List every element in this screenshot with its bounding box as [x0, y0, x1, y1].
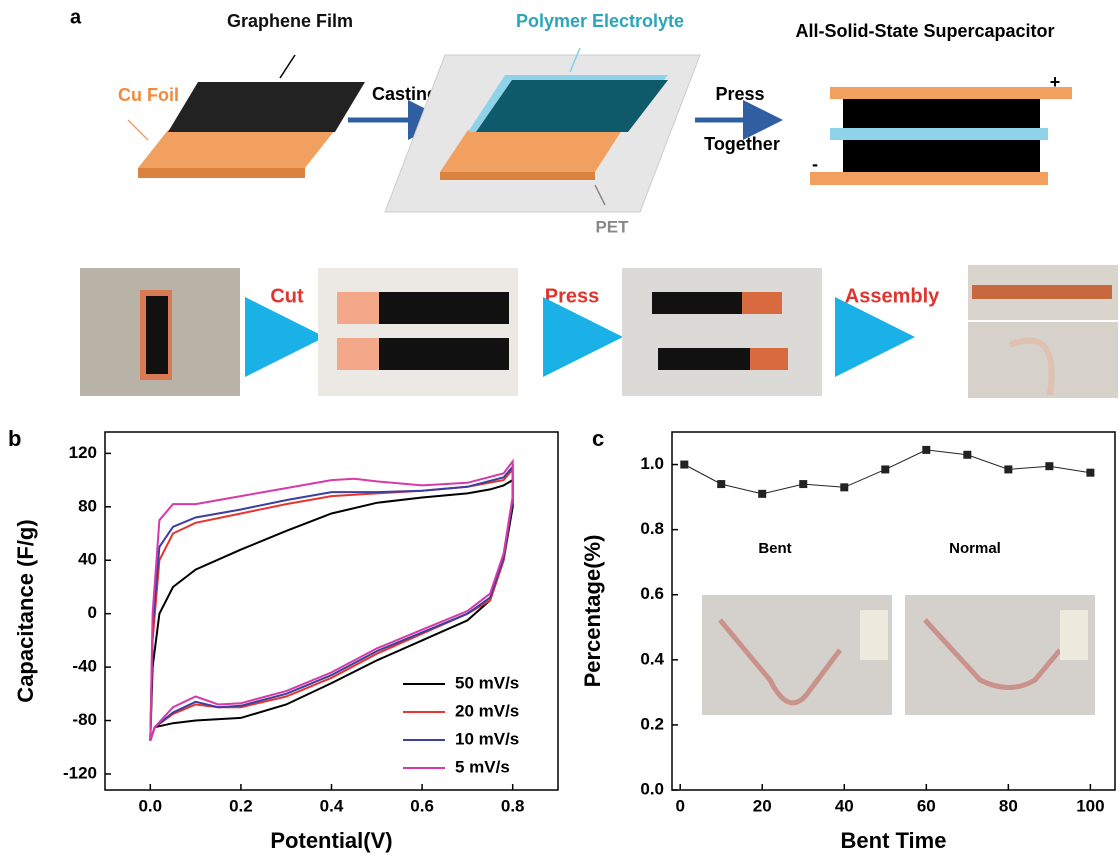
x-tick-label: 0.6 [410, 796, 434, 815]
y-tick-label: 120 [69, 443, 97, 462]
y-tick-label: 0.6 [640, 584, 664, 603]
data-point [963, 451, 971, 459]
cu-foil [830, 87, 1072, 99]
photo [968, 322, 1118, 398]
data-point [1045, 462, 1053, 470]
label: Assembly [845, 285, 940, 307]
cu-foil-edge [138, 168, 305, 178]
panel-label: c [592, 426, 604, 451]
photo-detail [860, 610, 888, 660]
y-tick-label: 0.4 [640, 649, 664, 668]
legend-label: 50 mV/s [455, 673, 519, 692]
label: Graphene Film [227, 11, 353, 31]
photo-detail [742, 292, 782, 314]
y-axis-label: Percentage(%) [580, 535, 605, 688]
x-tick-label: 40 [835, 796, 854, 815]
x-tick-label: 80 [999, 796, 1018, 815]
label: Cut [270, 285, 304, 307]
graphene-film [168, 82, 365, 132]
data-point [840, 483, 848, 491]
cu-foil [138, 130, 335, 168]
data-point [758, 490, 766, 498]
photo-detail [379, 292, 509, 324]
label: Press [545, 285, 600, 307]
x-tick-label: 0.0 [138, 796, 162, 815]
label: + [1050, 72, 1061, 92]
photo-detail [972, 285, 1112, 299]
figure: a Graphene Film Cu Foil Casting Polymer … [0, 0, 1119, 856]
graphene-film [843, 140, 1040, 172]
photo-detail [146, 296, 168, 374]
pointer [128, 120, 148, 140]
x-tick-label: 0 [675, 796, 684, 815]
pointer [280, 55, 295, 78]
x-tick-label: 20 [753, 796, 772, 815]
y-tick-label: -120 [63, 763, 97, 782]
x-tick-label: 0.2 [229, 796, 253, 815]
x-tick-label: 100 [1076, 796, 1104, 815]
photo-detail [337, 338, 379, 370]
series-line [150, 461, 512, 740]
y-tick-label: 0 [88, 603, 97, 622]
y-axis-label: Capacitance (F/g) [13, 519, 38, 702]
y-tick-label: 80 [78, 496, 97, 515]
label: Polymer Electrolyte [516, 11, 684, 31]
data-point [881, 465, 889, 473]
data-point [1004, 465, 1012, 473]
y-tick-label: 0.2 [640, 714, 664, 733]
photo-detail [750, 348, 788, 370]
data-point [717, 480, 725, 488]
photo-detail [379, 338, 509, 370]
cu-foil [810, 172, 1048, 185]
panel-label: a [70, 6, 82, 28]
data-point [922, 446, 930, 454]
photo-detail [658, 348, 750, 370]
graphene-film [843, 99, 1040, 128]
data-point [680, 461, 688, 469]
legend-label: 10 mV/s [455, 729, 519, 748]
photo [622, 268, 822, 396]
photo-detail [652, 292, 742, 314]
cu-foil [440, 130, 622, 172]
y-tick-label: 40 [78, 550, 97, 569]
photo-detail [337, 292, 379, 324]
label: Press [715, 84, 764, 104]
x-axis-label: Potential(V) [270, 828, 392, 853]
panel-label: b [8, 426, 21, 451]
y-tick-label: -80 [72, 710, 97, 729]
label: Together [704, 134, 780, 154]
y-tick-label: 0.0 [640, 779, 664, 798]
label: - [812, 154, 818, 174]
cu-foil-edge [440, 172, 595, 180]
x-tick-label: 60 [917, 796, 936, 815]
label: PET [595, 217, 629, 236]
data-point [1086, 469, 1094, 477]
photo [318, 268, 518, 396]
photo-detail [1060, 610, 1088, 660]
x-axis-label: Bent Time [841, 828, 947, 853]
inset-photos: Bent Normal [702, 540, 1095, 715]
inset-label: Normal [949, 540, 1001, 557]
legend-label: 5 mV/s [455, 757, 510, 776]
label: Cu Foil [118, 85, 179, 105]
legend-label: 20 mV/s [455, 701, 519, 720]
x-tick-label: 0.8 [501, 796, 525, 815]
x-tick-label: 0.4 [320, 796, 344, 815]
y-tick-label: 0.8 [640, 519, 664, 538]
y-tick-label: -40 [72, 657, 97, 676]
data-point [799, 480, 807, 488]
polymer-electrolyte [830, 128, 1048, 140]
label: All-Solid-State Supercapacitor [795, 21, 1054, 41]
y-tick-label: 1.0 [640, 454, 664, 473]
panel-a: a Graphene Film Cu Foil Casting Polymer … [70, 6, 1118, 398]
inset-label: Bent [758, 540, 791, 557]
